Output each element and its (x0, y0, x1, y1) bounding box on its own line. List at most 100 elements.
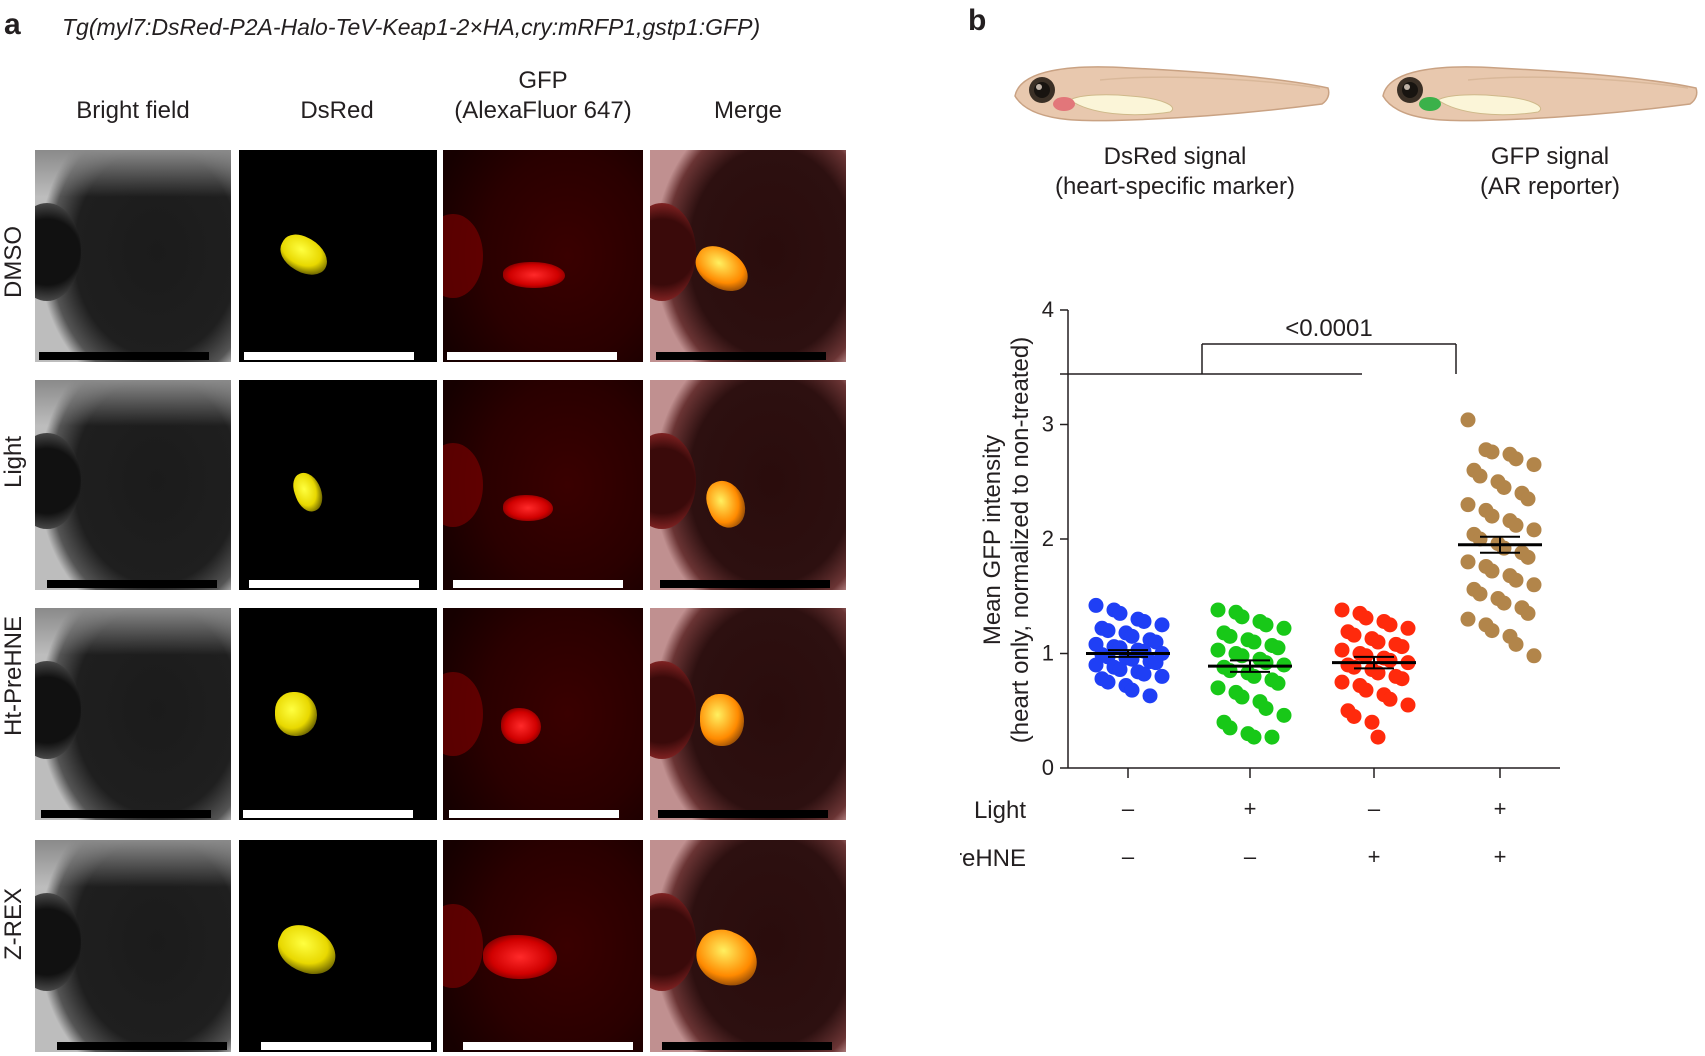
significance-label: <0.0001 (1285, 315, 1372, 342)
data-point (1508, 636, 1524, 652)
data-point (1154, 668, 1170, 684)
data-point (1508, 451, 1524, 467)
condition-light-value: – (1122, 796, 1135, 821)
data-point (1472, 531, 1488, 547)
image-z-rex-merge (650, 840, 846, 1052)
data-point (1258, 700, 1274, 716)
column-header-dsred: DsRed (300, 97, 374, 124)
gfp-intensity-scatter-chart: 0 1 2 3 4 Mean GFP intensity (heart only, norm… (960, 297, 1560, 872)
column-header-merge: Merge (713, 97, 783, 124)
data-point (1334, 602, 1350, 618)
data-point (1246, 729, 1262, 745)
data-point (1346, 627, 1362, 643)
heart-dsred-marker (1053, 97, 1075, 111)
data-point (1526, 648, 1542, 664)
data-point (1222, 720, 1238, 736)
data-point (1472, 586, 1488, 602)
data-point (1334, 642, 1350, 658)
data-point (1148, 634, 1164, 650)
image-z-rex-gfp (443, 840, 643, 1052)
image-light-dsred (239, 380, 437, 590)
data-point (1520, 491, 1536, 507)
y-tick-label: 4 (1042, 297, 1054, 322)
row-label-dmso: DMSO (0, 226, 27, 298)
data-point (1382, 652, 1398, 668)
data-point (1222, 628, 1238, 644)
condition-light-value: – (1368, 796, 1381, 821)
panel-a-letter: a (4, 8, 21, 41)
data-point (1520, 605, 1536, 621)
image-ht-prehne-bright-field (35, 608, 231, 820)
data-point (1276, 620, 1292, 636)
condition-ht-prehne-value: + (1494, 844, 1507, 869)
y-tick-label: 0 (1042, 755, 1054, 780)
data-point (1394, 639, 1410, 655)
data-point (1334, 674, 1350, 690)
data-point (1460, 497, 1476, 513)
data-point (1112, 605, 1128, 621)
image-z-rex-bright-field (35, 840, 231, 1052)
image-ht-prehne-dsred (239, 608, 437, 820)
image-dmso-gfp (443, 150, 643, 362)
data-point (1400, 620, 1416, 636)
data-point (1148, 655, 1164, 671)
data-point (1270, 675, 1286, 691)
data-point (1234, 689, 1250, 705)
data-point (1526, 577, 1542, 593)
heart-gfp-marker (1419, 97, 1441, 111)
y-axis-label-sub: (heart only, normalized to non-treated) (1007, 337, 1034, 743)
zebrafish-gfp-illustration (1382, 66, 1698, 122)
caption-dsred-signal: DsRed signal (heart-specific marker) (1054, 143, 1296, 200)
data-point (1136, 666, 1152, 682)
data-point (1460, 412, 1476, 428)
image-dmso-merge (650, 150, 846, 362)
data-point (1258, 655, 1274, 671)
image-z-rex-dsred (239, 840, 437, 1052)
data-point (1112, 662, 1128, 678)
data-point (1382, 617, 1398, 633)
data-point (1508, 572, 1524, 588)
condition-ht-prehne-value: + (1368, 844, 1381, 869)
column-header-bright-field: Bright field (76, 97, 190, 124)
data-point (1460, 554, 1476, 570)
data-point (1484, 508, 1500, 524)
data-point (1142, 688, 1158, 704)
data-point (1270, 640, 1286, 656)
condition-ht-prehne-value: – (1122, 844, 1135, 869)
data-point (1346, 708, 1362, 724)
image-dmso-dsred (239, 150, 437, 362)
data-point (1364, 714, 1380, 730)
data-point (1154, 617, 1170, 633)
caption-gfp-signal: GFP signal (AR reporter) (1479, 143, 1621, 200)
image-ht-prehne-merge (650, 608, 846, 820)
image-light-gfp (443, 380, 643, 590)
data-point (1484, 623, 1500, 639)
zebrafish-dsred-illustration (1014, 66, 1330, 122)
condition-light-value: + (1494, 796, 1507, 821)
data-point (1358, 682, 1374, 698)
data-point (1472, 468, 1488, 484)
data-point (1370, 729, 1386, 745)
data-point (1400, 697, 1416, 713)
data-point (1100, 623, 1116, 639)
data-point (1526, 457, 1542, 473)
data-point (1370, 634, 1386, 650)
data-point (1484, 563, 1500, 579)
data-point (1210, 602, 1226, 618)
data-point (1276, 707, 1292, 723)
condition-row-ht-prehne-label: Ht-PreHNE (960, 845, 1026, 872)
data-point (1258, 617, 1274, 633)
panel-b-letter: b (968, 4, 987, 37)
data-point (1264, 729, 1280, 745)
genotype-label: Tg(myl7:DsRed-P2A-Halo-TeV-Keap1-2×HA,cr… (62, 14, 761, 40)
data-point (1382, 691, 1398, 707)
condition-light-value: + (1244, 796, 1257, 821)
data-point (1496, 595, 1512, 611)
data-point (1210, 642, 1226, 658)
image-light-merge (650, 380, 846, 590)
data-point (1136, 613, 1152, 629)
data-point (1088, 597, 1104, 613)
column-header-gfp: GFP (AlexaFluor 647) (454, 67, 632, 124)
data-point (1526, 522, 1542, 538)
row-label-ht-prehne: Ht-PreHNE (0, 615, 27, 736)
